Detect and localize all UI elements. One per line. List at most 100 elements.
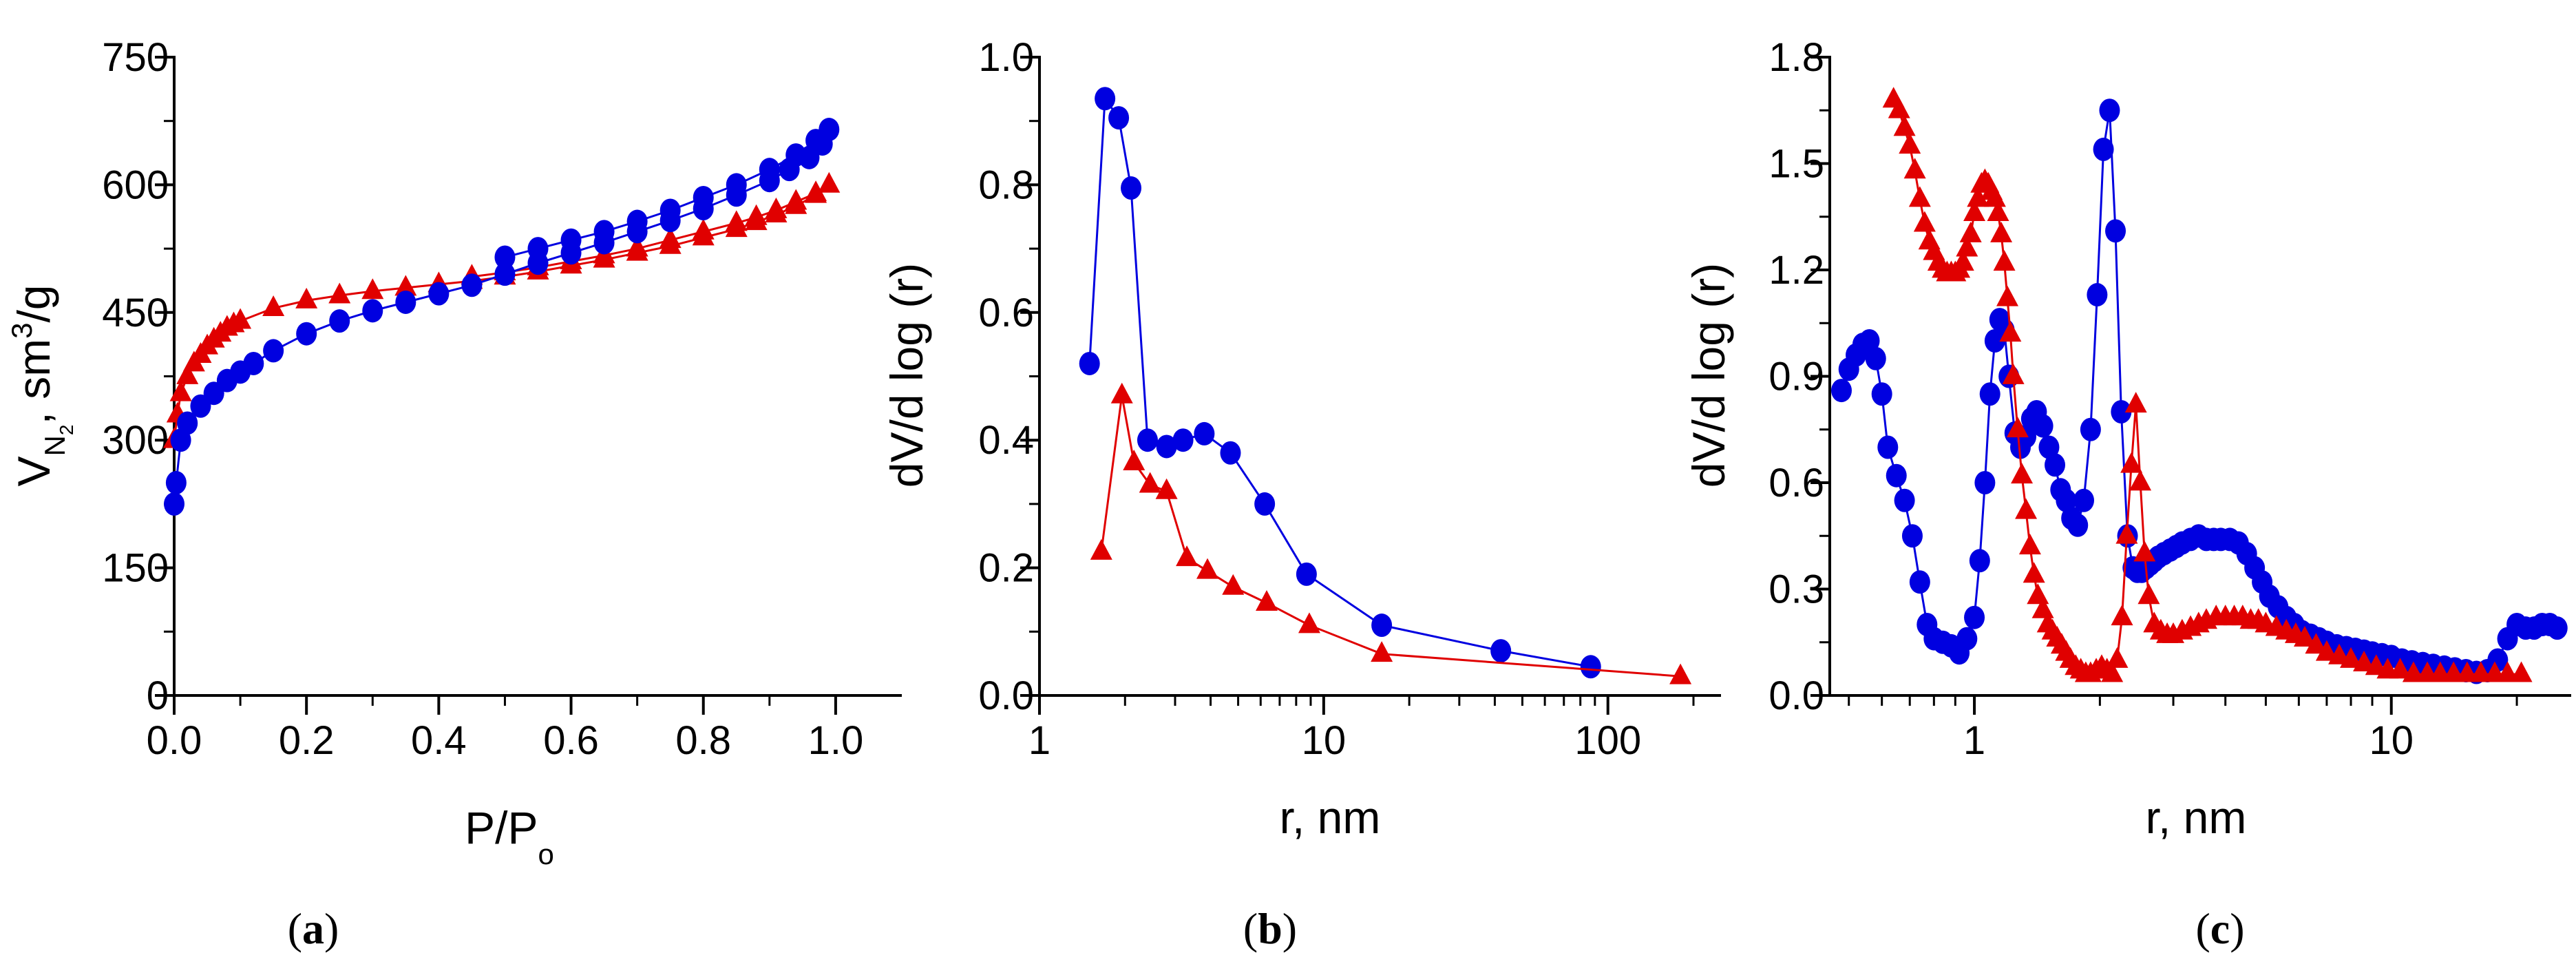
data-point-triangle [1222, 574, 1245, 595]
y-tick-label: 300 [102, 418, 169, 463]
panel-c-caption: (c) [2195, 904, 2244, 953]
x-tick-label: 1 [1028, 718, 1051, 763]
data-point-triangle [2510, 661, 2533, 682]
series-1-triangle [1090, 382, 1692, 684]
data-point-triangle [745, 204, 768, 225]
x-tick-label: 0.2 [279, 718, 335, 763]
data-point-circle [593, 220, 615, 244]
data-point-circle [243, 351, 264, 375]
data-point-triangle [2133, 541, 2156, 562]
data-point-triangle [1956, 235, 1978, 257]
data-point-circle [1137, 428, 1158, 452]
data-point-triangle [725, 210, 748, 231]
data-point-circle [1964, 605, 1985, 629]
series-line [1100, 395, 1681, 678]
data-point-triangle [1196, 558, 1219, 579]
panel-a-xlabel: P/Po [465, 802, 554, 870]
x-tick-label: 0.4 [411, 718, 467, 763]
panel-a-ylabel: VN2, sm3/g [6, 284, 77, 486]
data-point-triangle [169, 380, 192, 401]
panel-c: 0.0 0.3 0.6 0.9 1.2 1.5 1.8 1 10 r, nm dV/d log … [1683, 35, 2571, 953]
x-tick-label: 1 [1963, 718, 1985, 763]
data-point-circle [659, 198, 681, 222]
data-point-circle [1490, 639, 1512, 663]
panel-b-caption: (b) [1243, 904, 1297, 953]
y-tick-label: 0.6 [1769, 461, 1824, 505]
data-point-circle [2038, 435, 2060, 459]
data-point-circle [2045, 453, 2066, 477]
data-point-circle [1194, 421, 1215, 446]
data-point-circle [693, 185, 714, 209]
data-point-triangle [1371, 641, 1393, 662]
data-point-circle [1969, 549, 1990, 573]
data-point-circle [1095, 87, 1116, 111]
y-tick-label: 0.8 [978, 163, 1034, 207]
data-point-triangle [2002, 363, 2025, 384]
data-point-triangle [659, 227, 682, 249]
data-point-triangle [1990, 221, 2013, 242]
data-point-triangle [1888, 97, 1910, 118]
data-point-circle [1220, 441, 1241, 465]
panel-b-xlabel: r, nm [1280, 792, 1381, 843]
data-point-circle [428, 282, 450, 306]
data-point-triangle [818, 171, 841, 193]
data-point-triangle [1952, 250, 1974, 271]
data-point-circle [164, 492, 184, 516]
data-point-circle [1830, 379, 1852, 403]
data-point-triangle [2115, 523, 2138, 544]
y-tick-label: 0 [147, 673, 169, 718]
data-point-triangle [2106, 647, 2129, 668]
data-point-triangle [2129, 470, 2152, 491]
data-point-circle [494, 245, 516, 269]
data-point-triangle [2011, 463, 2034, 484]
data-point-circle [2111, 400, 2132, 423]
data-point-circle [1956, 627, 1978, 651]
data-point-circle [1877, 435, 1899, 459]
data-point-triangle [692, 218, 715, 240]
data-point-circle [1156, 434, 1177, 459]
data-point-circle [2032, 414, 2054, 438]
data-point-triangle [1913, 211, 1936, 232]
data-point-triangle [2137, 583, 2160, 605]
data-point-triangle [1893, 115, 1916, 136]
data-point-triangle [262, 295, 285, 317]
y-tick-label: 600 [102, 163, 169, 207]
data-point-circle [1871, 382, 1892, 406]
data-point-circle [1979, 382, 2000, 406]
x-tick-label: 1.0 [808, 718, 864, 763]
data-point-triangle [2353, 651, 2376, 672]
y-tick-label: 0.2 [978, 546, 1034, 591]
panel-a-caption: (a) [288, 904, 339, 953]
data-point-triangle [805, 180, 827, 202]
data-point-triangle [1987, 200, 2009, 221]
x-tick-label: 10 [2369, 718, 2414, 763]
data-point-circle [362, 299, 383, 323]
data-point-triangle [2015, 498, 2038, 519]
data-point-triangle [2389, 658, 2411, 679]
data-point-circle [726, 173, 747, 197]
data-point-circle [2056, 488, 2077, 512]
panel-c-xlabel: r, nm [2146, 792, 2247, 843]
data-point-triangle [765, 197, 788, 218]
data-point-circle [263, 339, 284, 363]
y-tick-label: 1.0 [978, 35, 1034, 80]
panel-a-plot: 0 150 300 450 600 750 0.0 0.2 0.4 0.6 0.8 1.0 [102, 35, 902, 763]
data-point-triangle [1963, 200, 1986, 221]
data-point-triangle [2124, 392, 2147, 413]
data-point-triangle [2120, 452, 2143, 473]
data-point-circle [527, 237, 549, 261]
data-point-circle [2093, 137, 2114, 161]
data-point-triangle [2018, 534, 2041, 555]
data-point-triangle [361, 278, 384, 300]
data-point-triangle [2469, 661, 2492, 682]
y-tick-label: 0.6 [978, 291, 1034, 335]
y-tick-label: 1.8 [1769, 35, 1824, 80]
data-point-triangle [1967, 186, 1989, 207]
data-point-triangle [1090, 538, 1112, 560]
data-point-circle [560, 228, 582, 252]
data-point-triangle [1908, 186, 1931, 207]
data-point-circle [329, 309, 350, 333]
data-point-triangle [176, 363, 199, 384]
data-point-circle [2067, 513, 2089, 537]
